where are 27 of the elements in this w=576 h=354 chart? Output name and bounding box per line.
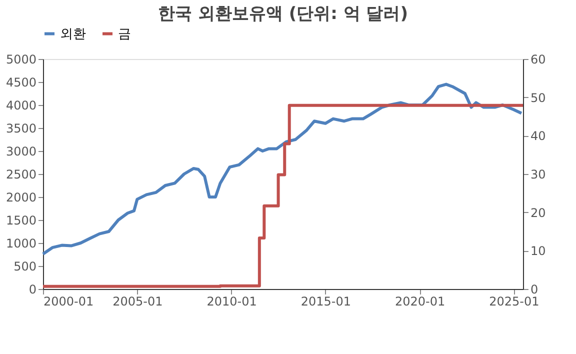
- legend-label: 외환: [60, 26, 86, 42]
- y2-tick-label: 60: [530, 52, 546, 66]
- y-tick-label: 3000: [6, 144, 36, 158]
- y-tick-label: 3500: [6, 122, 36, 136]
- y-tick-label: 4000: [6, 98, 36, 112]
- y-tick-label: 2000: [6, 190, 36, 204]
- y-tick-label: 5000: [6, 52, 36, 66]
- y-tick-label: 2500: [6, 168, 36, 182]
- y-tick-label: 500: [14, 260, 36, 274]
- y-tick-label: 1000: [6, 236, 36, 250]
- x-tick-label: 2015-01: [300, 294, 351, 308]
- x-tick-label: 2005-01: [112, 294, 163, 308]
- x-tick-label: 2010-01: [206, 294, 257, 308]
- x-tick-label: 2020-01: [394, 294, 446, 308]
- x-tick-label: 2025-01: [489, 294, 540, 308]
- y2-tick-label: 50: [530, 90, 546, 105]
- y2-tick-label: 0: [530, 282, 538, 296]
- chart-title: 한국 외환보유액 (단위: 억 달러): [158, 4, 408, 24]
- y-tick-label: 0: [28, 282, 36, 296]
- y2-tick-label: 10: [530, 244, 546, 258]
- y2-tick-label: 40: [530, 129, 546, 144]
- y-tick-label: 1500: [6, 214, 36, 228]
- y2-tick-label: 30: [530, 168, 546, 182]
- y-tick-label: 4500: [6, 76, 36, 90]
- y2-tick-label: 20: [530, 206, 546, 220]
- legend-label: 금: [118, 26, 131, 42]
- x-tick-label: 2000-01: [44, 294, 94, 308]
